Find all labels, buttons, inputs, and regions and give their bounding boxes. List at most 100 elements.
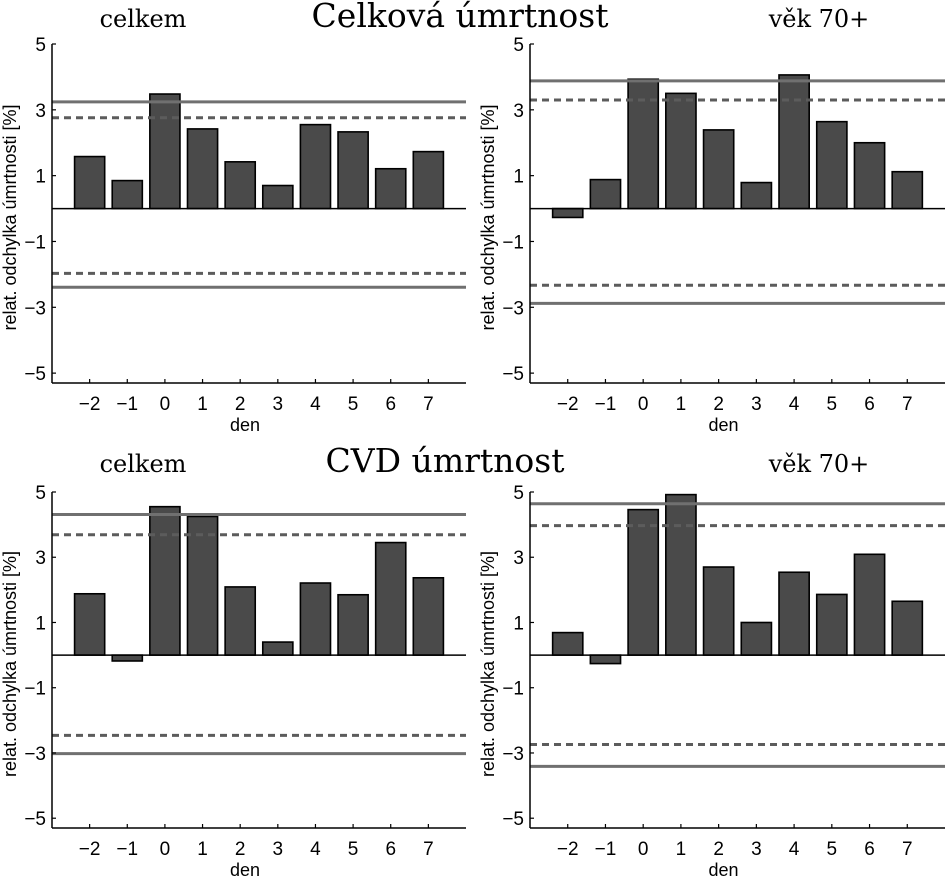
bar-day-0 <box>627 508 660 656</box>
panel-cvd-all-ages: celkem relat. odchylka úmrtnosti [%] den −5… <box>0 450 466 876</box>
x-tick-label: 1 <box>197 394 208 415</box>
panel-title: věk 70+ <box>768 450 870 478</box>
row-title-total-mortality: Celková úmrtnost <box>312 0 609 35</box>
x-tick-label: 4 <box>310 394 321 415</box>
x-tick-label: 0 <box>160 394 171 415</box>
bar-day-0 <box>149 505 181 656</box>
bar-day-2 <box>224 586 257 656</box>
x-tick-label: 1 <box>676 394 687 415</box>
bar-day-minus1 <box>589 654 622 665</box>
x-tick-label: 1 <box>197 839 208 860</box>
bar-day-minus1 <box>111 654 144 662</box>
y-tick-label: 5 <box>35 483 46 504</box>
x-tick-label: 6 <box>385 839 396 860</box>
bar-day-6 <box>374 167 407 210</box>
y-tick-label: −1 <box>502 232 524 253</box>
x-tick-label: 0 <box>160 839 171 860</box>
y-tick-label: 1 <box>513 613 524 634</box>
x-tick-label: 2 <box>713 839 724 860</box>
y-tick-label: 3 <box>35 101 46 122</box>
bar-day-6 <box>374 541 407 656</box>
y-tick-label: −1 <box>24 679 46 700</box>
x-tick-label: 4 <box>789 394 800 415</box>
y-tick-label: −5 <box>502 809 524 830</box>
x-tick-label: 6 <box>385 394 396 415</box>
x-tick-label: −2 <box>557 839 579 860</box>
y-tick-label: 1 <box>35 167 46 188</box>
bar-day-1 <box>665 92 697 210</box>
x-tick-label: 5 <box>827 394 838 415</box>
y-tick-label: −5 <box>502 364 524 385</box>
bar-day-4 <box>299 582 332 656</box>
x-tick-label: 3 <box>273 839 284 860</box>
x-tick-label: 3 <box>751 839 762 860</box>
y-tick-label: −5 <box>24 809 46 830</box>
y-tick-label: 3 <box>513 548 524 569</box>
bar-day-0 <box>149 93 181 210</box>
y-tick-label: 3 <box>513 101 524 122</box>
x-tick-label: 6 <box>864 839 875 860</box>
panel-total-age-70plus: věk 70+ relat. odchylka úmrtnosti [%] den −… <box>478 5 945 435</box>
y-tick-label: 5 <box>513 483 524 504</box>
panel-title: celkem <box>100 5 187 33</box>
y-tick-label: 1 <box>35 613 46 634</box>
bar-day-5 <box>337 131 369 210</box>
x-tick-label: −2 <box>557 394 579 415</box>
x-tick-label: 2 <box>235 839 246 860</box>
bar-day-3 <box>740 621 773 656</box>
y-axis-label: relat. odchylka úmrtnosti [%] <box>0 551 20 777</box>
y-axis-label: relat. odchylka úmrtnosti [%] <box>0 104 20 330</box>
x-tick-label: 5 <box>348 394 359 415</box>
bar-day-7 <box>891 600 924 656</box>
x-tick-label: 7 <box>902 394 913 415</box>
y-tick-label: 5 <box>513 35 524 56</box>
panel-cvd-age-70plus: věk 70+ relat. odchylka úmrtnosti [%] den −… <box>478 450 945 876</box>
y-axis-label: relat. odchylka úmrtnosti [%] <box>478 104 498 330</box>
bar-day-7 <box>412 576 445 656</box>
panel-title: celkem <box>100 450 187 478</box>
x-tick-label: 5 <box>827 839 838 860</box>
bar-day-5 <box>815 593 848 656</box>
bar-day-1 <box>186 128 219 210</box>
bar-day-2 <box>702 129 735 210</box>
bar-day-minus2 <box>73 155 106 210</box>
bar-day-2 <box>702 566 735 656</box>
x-axis-label: den <box>230 415 260 435</box>
bar-day-4 <box>299 123 332 210</box>
bar-day-5 <box>337 593 369 656</box>
x-tick-label: 7 <box>423 394 434 415</box>
bar-day-3 <box>740 181 773 210</box>
x-tick-label: 4 <box>310 839 321 860</box>
x-tick-label: 0 <box>638 839 649 860</box>
x-axis-label: den <box>708 860 738 876</box>
y-tick-label: −5 <box>24 364 46 385</box>
bar-day-minus2 <box>73 592 106 656</box>
x-tick-label: 1 <box>676 839 687 860</box>
bar-day-minus2 <box>551 631 584 656</box>
x-tick-label: 7 <box>902 839 913 860</box>
bar-day-2 <box>224 161 257 210</box>
panel-total-all-ages: celkem relat. odchylka úmrtnosti [%] den −5… <box>0 5 466 435</box>
x-tick-label: 2 <box>235 394 246 415</box>
y-tick-label: −3 <box>502 744 524 765</box>
x-tick-label: 7 <box>423 839 434 860</box>
y-tick-label: 5 <box>35 35 46 56</box>
bar-day-minus2 <box>551 207 584 219</box>
bar-day-5 <box>815 120 848 210</box>
x-tick-label: −2 <box>79 394 101 415</box>
row-title-cvd-mortality: CVD úmrtnost <box>326 441 565 480</box>
y-axis-label: relat. odchylka úmrtnosti [%] <box>478 551 498 777</box>
x-tick-label: 3 <box>273 394 284 415</box>
y-tick-label: −1 <box>24 232 46 253</box>
bar-day-minus1 <box>111 179 144 210</box>
x-axis-label: den <box>230 860 260 876</box>
x-tick-label: 0 <box>638 394 649 415</box>
x-tick-label: 5 <box>348 839 359 860</box>
bar-day-4 <box>778 74 810 210</box>
bar-day-3 <box>261 641 294 656</box>
x-tick-label: 3 <box>751 394 762 415</box>
x-tick-label: 4 <box>789 839 800 860</box>
bar-day-4 <box>778 571 810 656</box>
bar-day-7 <box>891 170 924 210</box>
